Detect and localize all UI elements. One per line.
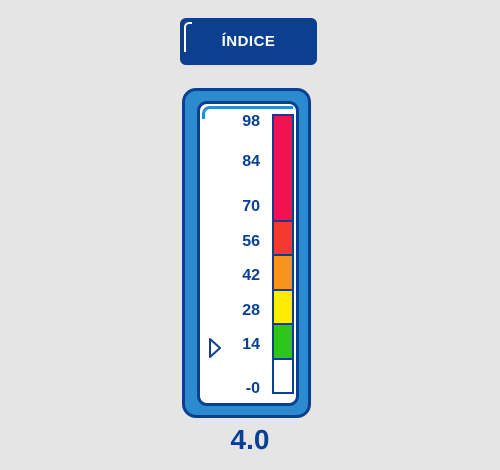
index-color-bar — [272, 114, 294, 394]
gauge-frame: 98 84 70 56 42 28 14 -0 — [182, 88, 311, 418]
index-value: 4.0 — [230, 424, 270, 455]
tick-label-56: 56 — [242, 233, 260, 250]
tick-label-28: 28 — [242, 302, 260, 319]
triangle-pointer-icon — [209, 337, 221, 358]
segment-magenta — [274, 116, 292, 220]
segment-red — [274, 221, 292, 254]
tick-label-0: -0 — [245, 380, 260, 397]
tick-label-98: 98 — [242, 113, 260, 130]
gauge-panel: 98 84 70 56 42 28 14 -0 — [197, 101, 299, 406]
segment-yellow — [274, 290, 292, 323]
segment-orange — [274, 256, 292, 289]
tick-label-42: 42 — [242, 267, 260, 284]
index-title-button[interactable]: ÍNDICE — [180, 18, 317, 65]
tick-label-84: 84 — [242, 153, 260, 170]
segment-green — [274, 325, 292, 358]
panel-highlight — [202, 106, 293, 119]
tick-label-14: 14 — [242, 336, 260, 353]
index-title-label: ÍNDICE — [221, 33, 276, 50]
button-highlight — [184, 22, 192, 52]
tick-label-70: 70 — [242, 198, 260, 215]
segment-white — [274, 359, 292, 392]
